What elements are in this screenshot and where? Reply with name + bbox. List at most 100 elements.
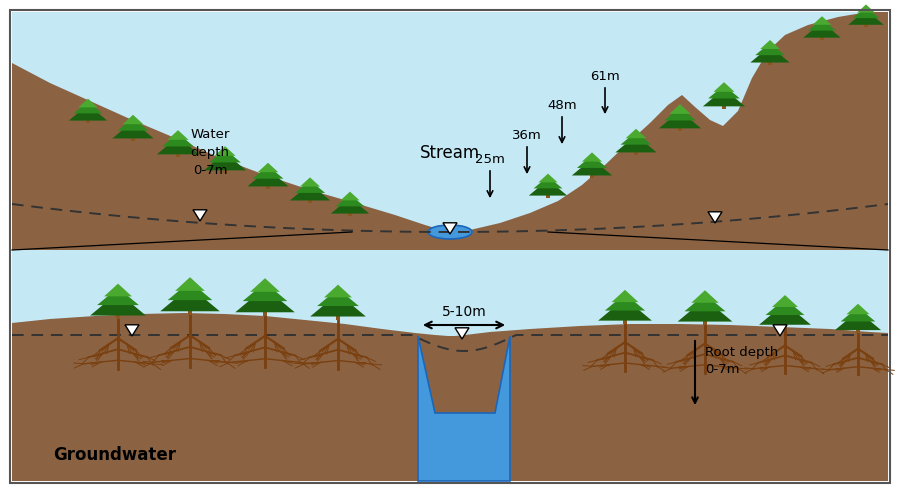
Polygon shape	[317, 289, 359, 306]
Polygon shape	[253, 166, 284, 178]
Polygon shape	[310, 293, 365, 317]
Polygon shape	[68, 105, 107, 121]
Polygon shape	[257, 163, 278, 172]
Polygon shape	[157, 137, 199, 154]
Polygon shape	[529, 179, 567, 196]
Polygon shape	[243, 282, 287, 301]
Polygon shape	[418, 336, 510, 481]
Polygon shape	[841, 307, 876, 321]
Polygon shape	[808, 19, 836, 31]
Polygon shape	[112, 121, 154, 139]
Polygon shape	[122, 115, 143, 124]
Bar	[336, 313, 340, 320]
Polygon shape	[162, 133, 194, 146]
Polygon shape	[125, 325, 139, 336]
Polygon shape	[290, 184, 330, 201]
Bar	[623, 317, 627, 324]
Bar	[308, 198, 312, 203]
Bar	[634, 150, 638, 155]
Polygon shape	[193, 210, 207, 221]
Bar	[722, 104, 726, 109]
Bar	[546, 193, 550, 198]
Polygon shape	[708, 212, 722, 223]
Polygon shape	[340, 192, 360, 200]
Polygon shape	[703, 89, 745, 106]
Bar	[223, 168, 227, 173]
Polygon shape	[691, 290, 719, 303]
Polygon shape	[331, 198, 369, 213]
Polygon shape	[12, 250, 888, 481]
Polygon shape	[167, 130, 189, 140]
Polygon shape	[572, 159, 612, 176]
Polygon shape	[766, 299, 805, 315]
Bar	[856, 327, 860, 333]
Text: 25m: 25m	[475, 153, 505, 166]
Polygon shape	[104, 283, 132, 296]
Polygon shape	[324, 284, 352, 297]
Bar	[590, 173, 594, 178]
Polygon shape	[295, 180, 325, 193]
Polygon shape	[852, 7, 879, 18]
Bar	[86, 118, 90, 123]
Polygon shape	[74, 102, 103, 113]
Text: Stream: Stream	[420, 144, 480, 162]
Polygon shape	[455, 328, 469, 339]
Polygon shape	[235, 287, 295, 312]
Polygon shape	[772, 295, 798, 307]
Bar	[820, 35, 824, 40]
Polygon shape	[626, 129, 646, 138]
Polygon shape	[534, 176, 562, 188]
Bar	[176, 152, 180, 157]
Polygon shape	[538, 174, 558, 182]
Polygon shape	[582, 152, 602, 162]
Polygon shape	[714, 82, 734, 92]
Polygon shape	[209, 149, 241, 162]
Polygon shape	[336, 194, 364, 207]
Bar	[348, 211, 352, 216]
Polygon shape	[685, 294, 725, 311]
Bar	[116, 312, 120, 319]
Text: 61m: 61m	[590, 70, 620, 83]
Polygon shape	[97, 288, 139, 305]
Polygon shape	[804, 22, 841, 37]
Polygon shape	[12, 12, 450, 250]
Polygon shape	[616, 135, 657, 152]
Polygon shape	[167, 282, 212, 300]
Polygon shape	[160, 286, 220, 311]
Polygon shape	[300, 177, 320, 187]
Polygon shape	[773, 325, 787, 336]
Bar	[768, 60, 772, 65]
Polygon shape	[755, 43, 785, 55]
Bar	[678, 126, 682, 131]
Bar	[131, 136, 135, 141]
Polygon shape	[598, 298, 652, 320]
Polygon shape	[751, 46, 789, 63]
Polygon shape	[678, 299, 733, 321]
Polygon shape	[577, 155, 608, 168]
Text: 5-10m: 5-10m	[442, 305, 486, 319]
Polygon shape	[612, 290, 638, 302]
Text: Root depth
0-7m: Root depth 0-7m	[705, 346, 778, 376]
Bar	[263, 309, 267, 316]
Bar	[266, 184, 270, 189]
Polygon shape	[605, 294, 645, 311]
Polygon shape	[670, 104, 690, 114]
Polygon shape	[708, 85, 740, 99]
Polygon shape	[248, 169, 289, 186]
Bar	[783, 321, 787, 328]
Text: 48m: 48m	[547, 99, 577, 112]
Text: Groundwater: Groundwater	[53, 446, 176, 464]
Polygon shape	[214, 146, 236, 156]
Polygon shape	[443, 223, 457, 234]
Polygon shape	[659, 111, 701, 128]
Text: Water
depth
0-7m: Water depth 0-7m	[190, 128, 230, 177]
Bar	[188, 308, 192, 315]
Polygon shape	[664, 107, 696, 120]
Polygon shape	[759, 303, 811, 325]
Bar	[864, 23, 868, 27]
Polygon shape	[118, 118, 148, 131]
Bar	[703, 318, 707, 325]
Polygon shape	[760, 40, 779, 49]
Polygon shape	[620, 132, 652, 144]
Text: 36m: 36m	[512, 129, 542, 142]
